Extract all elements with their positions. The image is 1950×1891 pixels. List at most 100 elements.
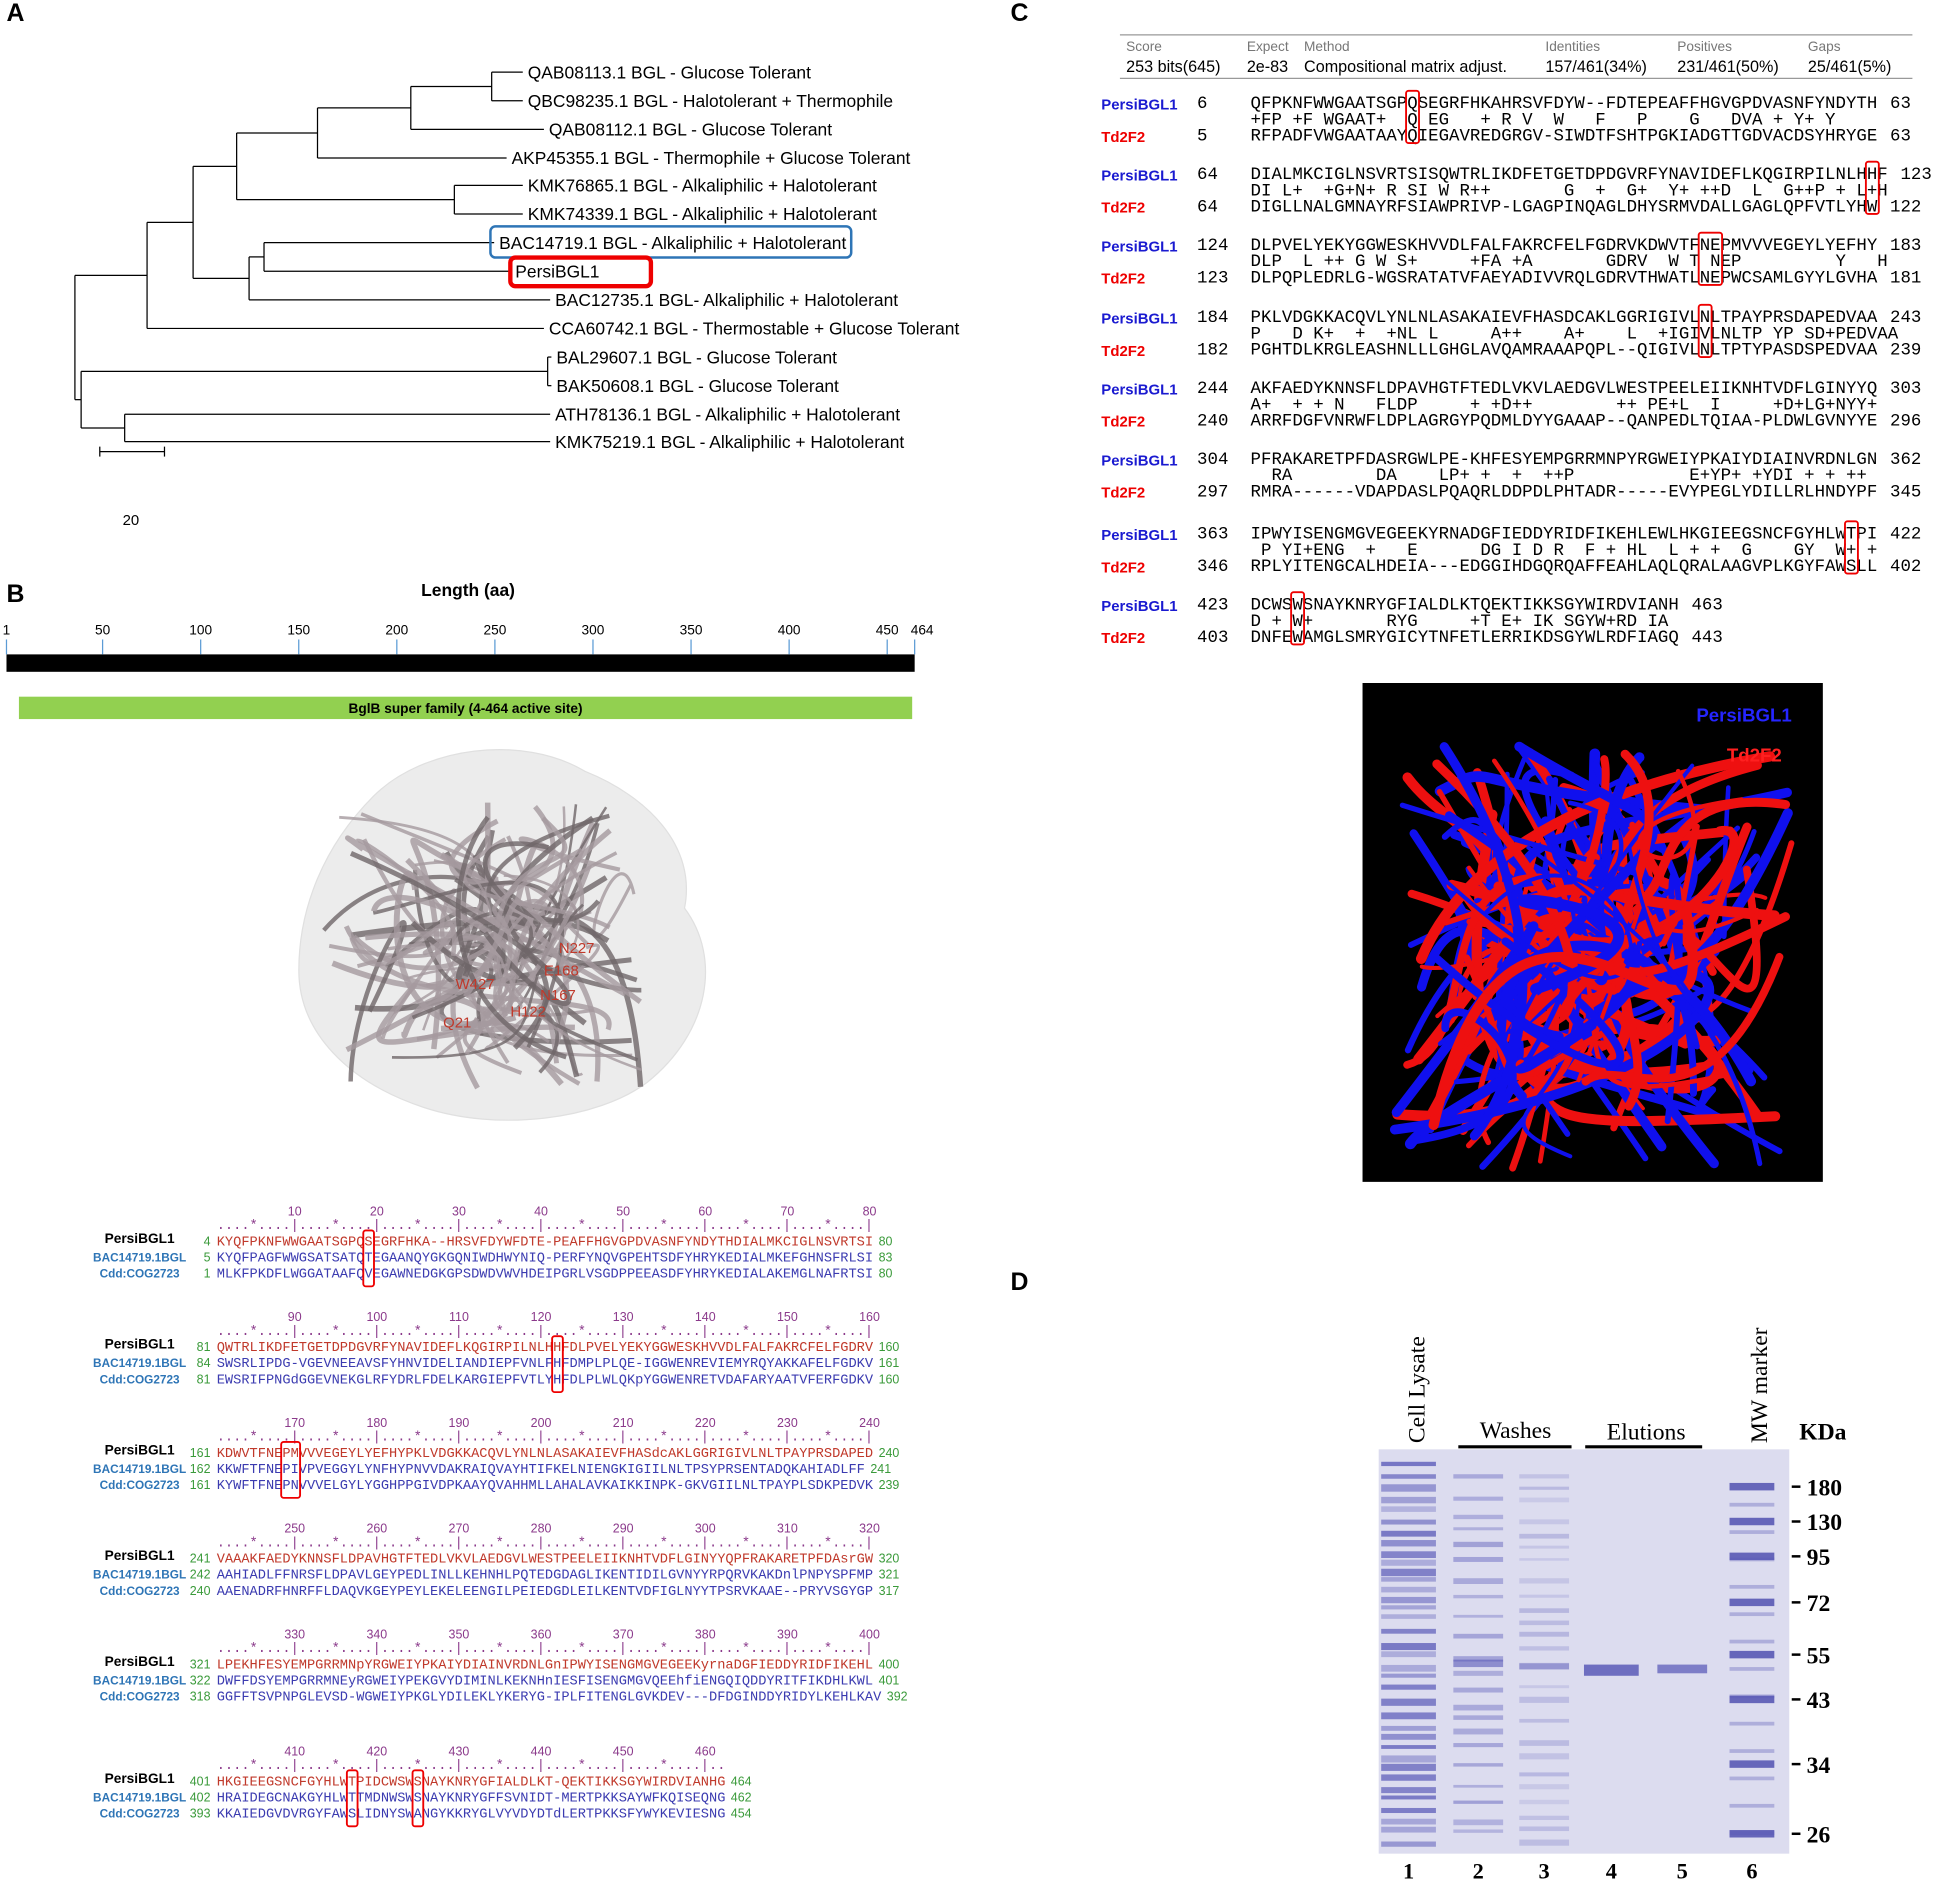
band: [1453, 1594, 1504, 1599]
scale-label: 20: [123, 512, 140, 529]
marker-label: 130: [1807, 1510, 1842, 1536]
match-line: DI L+ +G+N+ R SI W R++ G + G+ Y+ ++D L G…: [1251, 182, 1888, 201]
sequence: PFRAKARETPFDASRGWLPE-KHFESYEMPGRRMNPYRGW…: [1251, 451, 1878, 470]
header-label: Method: [1304, 39, 1350, 54]
sequence: SWSRLIPDG-VGEVNEEAVSFYHNVIDELIANDIEPFVNL…: [217, 1357, 874, 1372]
band: [1381, 1787, 1436, 1794]
ribbon: [1402, 772, 1512, 1140]
band: [1519, 1663, 1570, 1670]
band: [1729, 1552, 1775, 1561]
ribbon: [471, 863, 592, 1033]
band: [1453, 1800, 1504, 1804]
end-position: 464: [731, 1774, 752, 1788]
tick-label: 100: [189, 622, 212, 637]
end-position: 160: [879, 1340, 900, 1354]
leaf-label: QBC98235.1 BGL - Halotolerant + Thermoph…: [528, 91, 893, 111]
ribbon: [1460, 755, 1610, 946]
sequence-name: PersiBGL1: [1101, 527, 1177, 544]
ruler-number: 150: [777, 1310, 798, 1324]
end-position: 243: [1890, 309, 1921, 328]
band: [1453, 1541, 1504, 1548]
start-position: 124: [1197, 237, 1228, 256]
sequence: RPLYITENGCALHDEIA---EDGGIHDGQRQAFFEAHLAQ…: [1251, 558, 1878, 577]
sequence: KYQFPKNFWWGAATSGPQSEGRFHKA--HRSVFDYWFDTE…: [217, 1235, 873, 1250]
end-position: 63: [1890, 128, 1911, 147]
ruler-number: 240: [859, 1416, 880, 1430]
start-position: 240: [190, 1584, 211, 1598]
sequence: ARRFDGFVNRWFLDPLAGRGYPQDMLDYYGAAAP--QANP…: [1251, 412, 1878, 431]
band: [1453, 1633, 1504, 1639]
unit-label: KDa: [1799, 1419, 1846, 1445]
end-position: 122: [1890, 198, 1921, 217]
header-value: 2e-83: [1247, 58, 1288, 76]
ruler-number: 230: [777, 1416, 798, 1430]
band: [1519, 1558, 1570, 1561]
band: [1453, 1474, 1504, 1479]
ruler-number: 200: [531, 1416, 552, 1430]
band: [1519, 1620, 1570, 1626]
sequence-name: PersiBGL1: [1101, 310, 1177, 327]
band: [1381, 1519, 1436, 1525]
band: [1381, 1568, 1436, 1577]
band: [1381, 1807, 1436, 1814]
rotated-label: Cell Lysate: [1405, 1336, 1431, 1443]
band: [1453, 1614, 1504, 1618]
band: [1519, 1646, 1570, 1651]
sequence-name: PersiBGL1: [1101, 167, 1177, 184]
band: [1453, 1659, 1504, 1668]
start-position: 182: [1197, 342, 1228, 361]
end-position: 83: [879, 1250, 893, 1264]
band: [1519, 1608, 1570, 1613]
ruler-number: 140: [695, 1310, 716, 1324]
start-position: 363: [1197, 526, 1228, 545]
sequence: RMRA------VDAPDASLPQAQRLDDPDLPHTADR-----…: [1251, 483, 1878, 502]
panel-label: B: [6, 580, 24, 608]
ruler-marks: ....*....|....*....|....*....|....*....|…: [217, 1536, 873, 1551]
sequence: HRAIDEGCNAKGYHLWTTMDNWSWSNAYKNRYGFFSVNID…: [217, 1791, 726, 1806]
sequence-name: BAC14719.1BGL: [93, 1568, 186, 1582]
band: [1519, 1784, 1570, 1790]
sequence: AKFAEDYKNNSFLDPAVHGTFTEDLVKVLAEDGVLWESTP…: [1251, 380, 1878, 399]
lane-group-label: Elutions: [1607, 1419, 1686, 1445]
residue-label: Q21: [443, 1015, 471, 1032]
band: [1381, 1651, 1436, 1658]
ruler-number: 320: [859, 1522, 880, 1536]
sequence-name: Cdd:COG2723: [100, 1690, 180, 1704]
band: [1729, 1721, 1775, 1726]
highlight-box: [1697, 303, 1713, 358]
leaf-label: QAB08113.1 BGL - Glucose Tolerant: [528, 62, 811, 82]
tick-label: 150: [287, 622, 310, 637]
sequence: DNFEWAMGLSMRYGICYTNFETLERRIKDSGYWLRDFIAG…: [1251, 629, 1679, 648]
start-position: 241: [190, 1552, 211, 1566]
band: [1583, 1664, 1639, 1676]
sequence-name: Cdd:COG2723: [100, 1478, 180, 1492]
leaf-label: QAB08112.1 BGL - Glucose Tolerant: [549, 120, 832, 140]
sequence-name: Cdd:COG2723: [100, 1807, 180, 1821]
ruler-number: 430: [449, 1744, 470, 1758]
sequence: KKAIEDGVDVRGYFAWSLIDNYSWANGYKKRYGLVYVDYD…: [217, 1808, 726, 1823]
leaf-label: KMK74339.1 BGL - Alkaliphilic + Halotole…: [528, 204, 877, 224]
band: [1729, 1760, 1775, 1768]
band: [1519, 1826, 1570, 1832]
band: [1381, 1795, 1436, 1800]
sequence: DIGLLNALGMNAYRFSIAWPRIVP-LGAGPINQAGLDHYS…: [1251, 198, 1878, 217]
ruler-number: 360: [531, 1627, 552, 1641]
tick-label: 450: [876, 622, 899, 637]
ruler-number: 160: [859, 1310, 880, 1324]
sequence: KKWFTFNEPIVPVEGGYLYNFHYPNVVDAKRAIQVAYHTI…: [217, 1463, 865, 1478]
ruler-number: 50: [616, 1204, 630, 1218]
band: [1453, 1819, 1504, 1826]
ribbon: [1526, 845, 1692, 1000]
band: [1519, 1631, 1570, 1637]
band: [1519, 1685, 1570, 1689]
tick-label: 200: [385, 622, 408, 637]
leaf-label: KMK76865.1 BGL - Alkaliphilic + Halotole…: [528, 176, 877, 196]
band: [1453, 1656, 1504, 1662]
band: [1519, 1594, 1570, 1598]
end-position: 239: [1890, 342, 1921, 361]
start-position: 5: [1197, 128, 1207, 147]
band: [1519, 1533, 1570, 1539]
ruler-marks: ....*....|....*....|....*....|....*....|…: [217, 1431, 873, 1446]
band: [1453, 1743, 1504, 1748]
